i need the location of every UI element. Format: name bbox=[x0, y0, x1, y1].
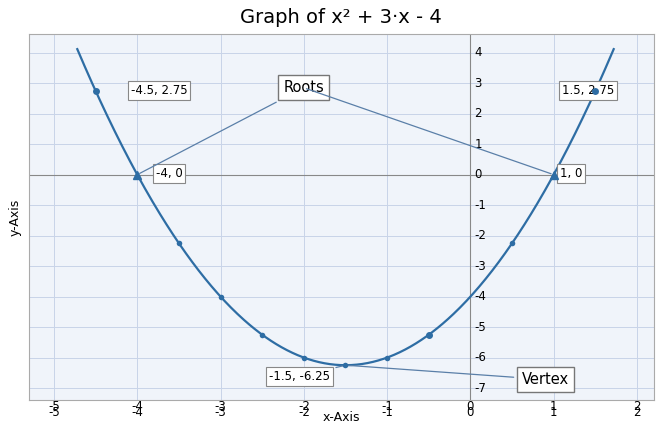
Text: Vertex: Vertex bbox=[348, 365, 569, 387]
Text: -3: -3 bbox=[214, 400, 226, 413]
Text: 1, 0: 1, 0 bbox=[559, 167, 582, 180]
Text: 1.5, 2.75: 1.5, 2.75 bbox=[562, 84, 614, 97]
Text: Roots: Roots bbox=[140, 80, 324, 173]
Text: -5: -5 bbox=[48, 406, 60, 419]
Text: -2: -2 bbox=[298, 406, 310, 419]
Text: 2: 2 bbox=[634, 406, 641, 419]
Text: 1: 1 bbox=[550, 406, 557, 419]
Text: -1: -1 bbox=[381, 400, 393, 413]
Text: 1: 1 bbox=[550, 400, 557, 413]
Text: 0: 0 bbox=[475, 168, 482, 181]
Text: 0: 0 bbox=[467, 406, 474, 419]
Text: 2: 2 bbox=[634, 400, 641, 413]
Text: -4: -4 bbox=[131, 400, 143, 413]
Text: -1.5, -6.25: -1.5, -6.25 bbox=[269, 366, 343, 383]
Text: -6: -6 bbox=[475, 351, 487, 364]
X-axis label: x-Axis: x-Axis bbox=[322, 411, 360, 424]
Title: Graph of x² + 3·x - 4: Graph of x² + 3·x - 4 bbox=[240, 8, 442, 27]
Text: -4: -4 bbox=[131, 406, 143, 419]
Text: -5: -5 bbox=[475, 321, 487, 334]
Text: -4.5, 2.75: -4.5, 2.75 bbox=[130, 84, 187, 97]
Text: -2: -2 bbox=[475, 229, 487, 242]
Text: -3: -3 bbox=[475, 260, 487, 273]
Text: -3: -3 bbox=[214, 406, 226, 419]
Text: 0: 0 bbox=[467, 400, 474, 413]
Y-axis label: y-Axis: y-Axis bbox=[9, 199, 21, 236]
Text: -7: -7 bbox=[475, 381, 487, 394]
Text: -5: -5 bbox=[48, 400, 60, 413]
Text: 1: 1 bbox=[475, 138, 482, 151]
Text: 3: 3 bbox=[475, 77, 482, 90]
Text: -1: -1 bbox=[381, 406, 393, 419]
Text: -4, 0: -4, 0 bbox=[156, 167, 182, 180]
Text: 2: 2 bbox=[475, 107, 482, 120]
Text: -1: -1 bbox=[475, 199, 487, 212]
Text: -2: -2 bbox=[298, 400, 310, 413]
Text: -4: -4 bbox=[475, 290, 487, 303]
Text: 4: 4 bbox=[475, 46, 482, 59]
